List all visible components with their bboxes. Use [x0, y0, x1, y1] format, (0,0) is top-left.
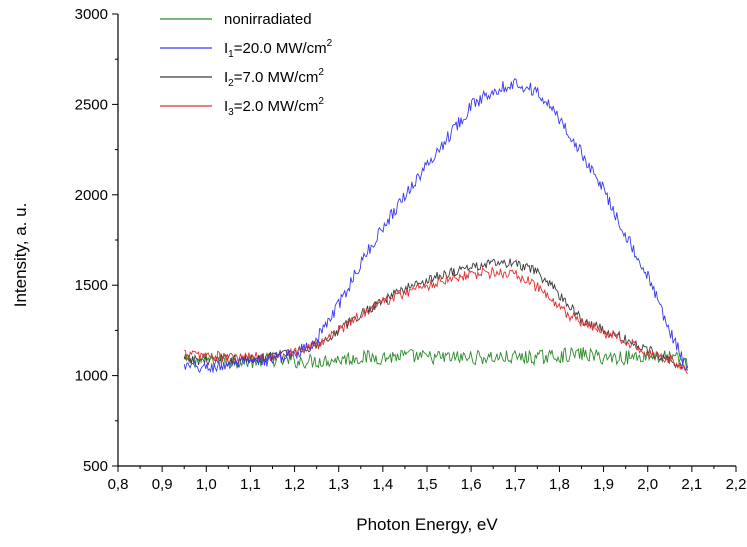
axis-layer: 0,8 0,9 1,0 1,1 1,2 1,3 1,4 1,5 1,6 1,7 1,8 1,9 2,0 2… — [75, 6, 747, 493]
x-tick-label: 1,0 — [196, 476, 217, 493]
y-tick-label: 2500 — [75, 96, 108, 113]
x-tick-label: 1,1 — [240, 476, 261, 493]
x-tick-label: 1,5 — [417, 476, 438, 493]
x-tick-label: 1,4 — [372, 476, 393, 493]
series-line-4 — [184, 266, 688, 375]
x-tick-label: 1,2 — [284, 476, 305, 493]
y-tick-label: 1000 — [75, 368, 108, 385]
x-tick-label: 1,8 — [549, 476, 570, 493]
y-tick-label: 500 — [83, 458, 108, 475]
y-tick-label: 3000 — [75, 6, 108, 23]
x-tick-label: 2,0 — [637, 476, 658, 493]
x-axis-title: Photon Energy, eV — [356, 515, 498, 534]
series-line-2 — [183, 78, 688, 374]
x-tick-label: 2,1 — [681, 476, 702, 493]
legend-label-1: nonirradiated — [224, 11, 312, 28]
x-tick-label: 1,7 — [505, 476, 526, 493]
x-tick-label: 0,8 — [108, 476, 129, 493]
legend: nonirradiated I1=20.0 MW/cm2 I2=7.0 MW/cm2… — [160, 11, 333, 118]
y-axis-title: Intensity, a. u. — [11, 203, 30, 308]
x-tick-label: 2,2 — [726, 476, 747, 493]
y-tick-label: 2000 — [75, 187, 108, 204]
x-tick-label: 0,9 — [152, 476, 173, 493]
x-tick-label: 1,9 — [593, 476, 614, 493]
legend-label-4: I3=2.0 MW/cm2 — [224, 96, 324, 118]
x-tick-label: 1,3 — [328, 476, 349, 493]
legend-label-3: I2=7.0 MW/cm2 — [224, 67, 324, 89]
x-tick-label: 1,6 — [461, 476, 482, 493]
series-line-3 — [183, 258, 688, 371]
legend-label-2: I1=20.0 MW/cm2 — [224, 38, 333, 60]
y-tick-label: 1500 — [75, 277, 108, 294]
series-layer — [183, 78, 688, 375]
